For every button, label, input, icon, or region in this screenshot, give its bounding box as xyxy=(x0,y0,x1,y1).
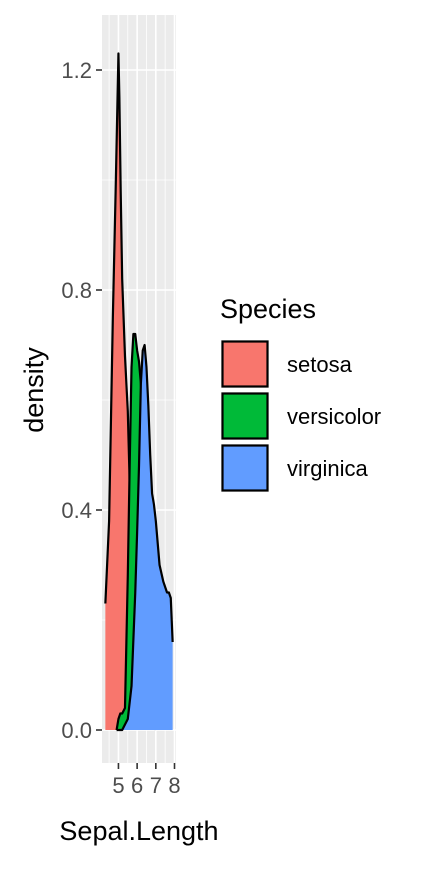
legend: Species setosa versicolor virginica xyxy=(220,294,381,492)
x-tick-label: 7 xyxy=(150,773,162,798)
legend-label-setosa: setosa xyxy=(287,352,353,377)
x-axis-title: Sepal.Length xyxy=(59,816,218,846)
x-tick-label: 5 xyxy=(112,773,124,798)
legend-keys: setosa versicolor virginica xyxy=(221,340,381,492)
legend-title: Species xyxy=(220,294,316,324)
y-axis: 0.0 0.4 0.8 1.2 xyxy=(61,58,102,743)
x-tick-label: 6 xyxy=(131,773,143,798)
x-tick-label: 8 xyxy=(168,773,180,798)
legend-swatch-setosa xyxy=(223,342,268,387)
y-tick-label: 0.0 xyxy=(61,718,92,743)
legend-label-versicolor: versicolor xyxy=(287,404,381,429)
legend-label-virginica: virginica xyxy=(287,456,368,481)
legend-swatch-virginica xyxy=(223,446,268,491)
legend-swatch-versicolor xyxy=(223,394,268,439)
y-tick-label: 0.4 xyxy=(61,498,92,523)
y-tick-label: 0.8 xyxy=(61,278,92,303)
y-tick-label: 1.2 xyxy=(61,58,92,83)
y-axis-title: density xyxy=(19,347,49,433)
